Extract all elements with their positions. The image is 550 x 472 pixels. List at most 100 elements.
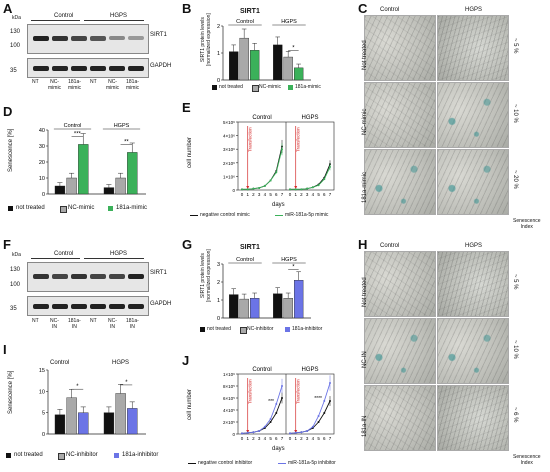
- data-point: [323, 400, 326, 402]
- micrograph: [437, 318, 509, 384]
- y-tick-label: 1: [217, 298, 220, 304]
- col-control: Control: [380, 243, 400, 249]
- legend-swatch: [200, 327, 205, 332]
- x-tick-label: 1: [294, 436, 297, 441]
- y-tick-label: 5: [42, 411, 45, 417]
- legend-line: [190, 215, 198, 216]
- chart-j-ylabel: cell number: [187, 388, 193, 420]
- lane-label: NT: [90, 79, 97, 85]
- y-tick-label: 1: [217, 51, 220, 57]
- category-label: Control: [236, 19, 254, 25]
- significance-mark: *: [292, 45, 295, 51]
- legend-label: negative control mimic: [200, 212, 250, 218]
- legend-label: negative control inhibitor: [198, 460, 253, 466]
- transfection-arrowhead: [246, 186, 250, 189]
- x-tick-label: 4: [312, 436, 315, 441]
- legend-swatch: [6, 453, 11, 458]
- legend-swatch: [8, 206, 13, 211]
- panel-d-letter: D: [3, 104, 13, 119]
- col-hgps: HGPS: [465, 243, 483, 249]
- x-tick-label: 2: [252, 192, 255, 197]
- legend-line: [275, 215, 283, 216]
- bar: [103, 187, 115, 195]
- y-tick-label: 10: [39, 176, 45, 182]
- row-label: 181a-IN: [362, 415, 368, 437]
- bar: [239, 298, 249, 319]
- significance-mark: ***: [268, 399, 274, 405]
- transfection-label: Transfection: [296, 379, 301, 404]
- gapdh-label: GAPDH: [150, 301, 172, 307]
- micrograph: [437, 82, 509, 148]
- legend-swatch: [58, 453, 65, 460]
- significance-mark: ****: [314, 396, 322, 402]
- control-header: Control: [54, 251, 74, 257]
- y-tick-label: 6×10⁵: [223, 396, 235, 401]
- bar: [294, 67, 304, 81]
- legend-swatch: [285, 327, 290, 332]
- legend-swatch: [288, 85, 293, 90]
- chart-b-title: SIRT1: [240, 8, 260, 15]
- x-tick-label: 5: [269, 192, 272, 197]
- significance-mark: ***: [74, 131, 82, 137]
- y-tick-label: 1×10⁶: [223, 174, 235, 179]
- chart-j-legend: negative control inhibitor miR-181a-5p i…: [188, 460, 358, 470]
- x-tick-label: 3: [258, 436, 261, 441]
- chart-b-legend: not treated NC-mimic 181a-mimic: [212, 84, 322, 94]
- lane-label: NT: [90, 318, 97, 324]
- micrograph: [364, 15, 436, 81]
- x-tick-label: 0: [241, 436, 244, 441]
- data-point: [258, 430, 261, 432]
- data-point: [252, 187, 255, 190]
- panel-c-letter: C: [358, 1, 368, 16]
- x-tick-label: 2: [252, 436, 255, 441]
- chart-i-cat: Control: [50, 360, 70, 366]
- y-tick-label: 1×10⁶: [223, 372, 235, 377]
- legend-label: miR-181a-5p mimic: [285, 212, 329, 218]
- legend-label: NC-mimic: [68, 205, 95, 211]
- y-tick-label: 40: [39, 128, 45, 134]
- micrograph: [437, 15, 509, 81]
- micrograph: [364, 82, 436, 148]
- chart-g-title: SIRT1: [240, 244, 260, 251]
- category-label: Control: [236, 257, 254, 263]
- hgps-header: HGPS: [110, 251, 128, 257]
- data-point: [275, 171, 278, 174]
- marker-100: 100: [10, 282, 21, 288]
- row-label: NC-mimic: [362, 108, 368, 135]
- bar: [54, 185, 66, 195]
- data-point: [269, 421, 272, 423]
- gapdh-label: GAPDH: [150, 63, 172, 69]
- transfection-label: Transfection: [248, 379, 253, 404]
- legend-label: 181a-mimic: [116, 205, 148, 211]
- panel-a-letter: A: [3, 1, 13, 16]
- y-tick-label: 0: [217, 78, 220, 84]
- micrograph: [437, 385, 509, 451]
- chart-d-legend: not treated NC-mimic 181a-mimic: [8, 205, 168, 215]
- data-point: [300, 431, 303, 434]
- chart-i-ylabel: Senescence [%]: [8, 370, 14, 414]
- data-point: [275, 412, 278, 414]
- bar: [66, 397, 77, 435]
- chart-i-legend: not treated NC-inhibitor 181a-inhibitor: [6, 452, 176, 462]
- y-tick-label: 0: [232, 188, 235, 193]
- western-blot-sirt1: [27, 262, 149, 292]
- category-label: HGPS: [281, 19, 297, 25]
- legend-label: not treated: [14, 452, 43, 458]
- control-bracket: [31, 258, 80, 259]
- legend-swatch: [108, 206, 113, 211]
- data-point: [300, 188, 303, 191]
- data-point: [246, 431, 249, 434]
- data-point: [323, 178, 326, 181]
- senescence-index: ~ 10 %: [512, 104, 518, 123]
- y-tick-label: 0: [42, 192, 45, 198]
- legend-label: not treated: [207, 326, 231, 332]
- legend-swatch: [60, 206, 67, 213]
- data-point: [306, 430, 309, 432]
- x-tick-label: 7: [329, 436, 332, 441]
- y-tick-label: 4×10⁵: [223, 408, 235, 413]
- data-point: [263, 425, 266, 428]
- legend-label: not treated: [16, 205, 45, 211]
- lane-label: 181a- mimic: [68, 79, 82, 91]
- data-point: [252, 431, 255, 434]
